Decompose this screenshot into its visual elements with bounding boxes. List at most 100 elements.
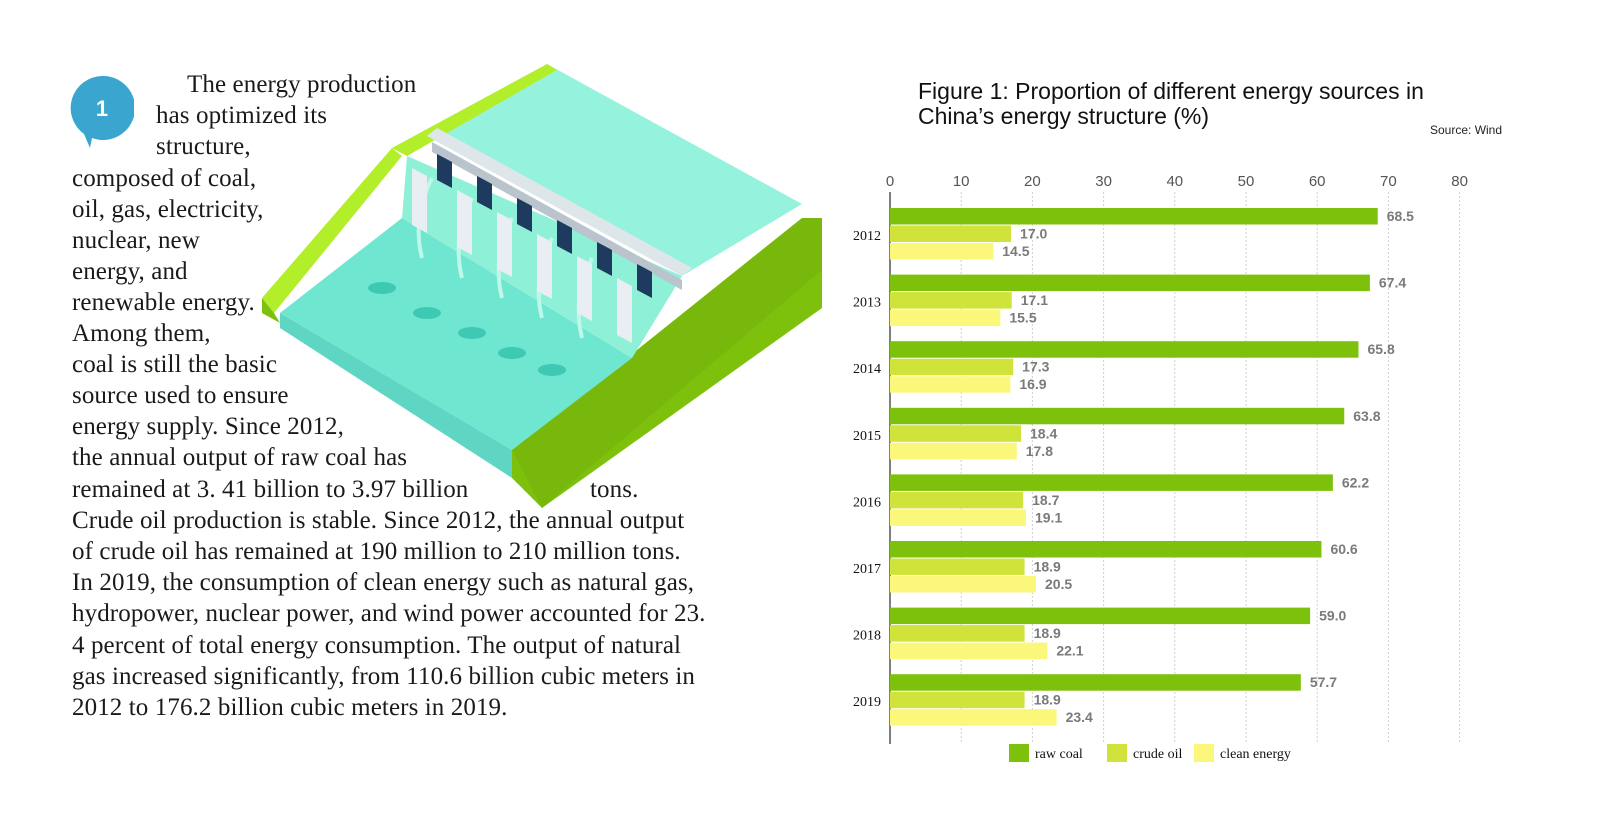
year-label: 2017 (853, 562, 881, 577)
bar-raw-coal (890, 274, 1370, 292)
data-label: 17.3 (1022, 359, 1049, 375)
bar-crude-oil (890, 691, 1025, 709)
x-tick-label: 20 (1024, 173, 1041, 190)
bar-raw-coal (890, 341, 1359, 358)
article-line: Crude oil production is stable. Since 20… (72, 507, 685, 534)
article-line: structure, (156, 133, 251, 160)
x-tick-label: 30 (1095, 173, 1112, 190)
article-line: tons. (590, 476, 639, 503)
bar-crude-oil (890, 292, 1012, 309)
bar-clean-energy (890, 576, 1036, 593)
x-tick-label: 80 (1451, 173, 1468, 190)
x-tick-label: 70 (1380, 173, 1397, 190)
data-label: 67.4 (1379, 275, 1406, 291)
article-line: In 2019, the consumption of clean energy… (72, 569, 695, 596)
article-line: energy supply. Since 2012, (72, 413, 345, 440)
article-line: remained at 3. 41 billion to 3.97 billio… (72, 476, 469, 503)
data-label: 59.0 (1319, 608, 1346, 624)
data-label: 62.2 (1342, 474, 1369, 490)
bar-raw-coal (890, 208, 1378, 225)
data-label: 18.9 (1034, 625, 1061, 641)
year-label: 2016 (853, 495, 881, 510)
data-label: 63.8 (1353, 408, 1380, 424)
x-tick-label: 50 (1238, 173, 1255, 190)
data-label: 16.9 (1019, 376, 1046, 392)
year-label: 2012 (853, 229, 881, 244)
bar-raw-coal (890, 607, 1311, 625)
article-line: 4 percent of total energy consumption. T… (72, 632, 682, 659)
bar-clean-energy (890, 442, 1017, 460)
bar-clean-energy (890, 709, 1057, 726)
x-tick-label: 60 (1309, 173, 1326, 190)
year-label: 2013 (853, 296, 881, 311)
section-number-badge: 1 (70, 76, 134, 148)
legend: raw coal crude oil clean energy (1009, 744, 1291, 762)
bar-clean-energy (890, 509, 1026, 526)
data-label: 57.7 (1310, 674, 1337, 690)
data-label: 19.1 (1035, 509, 1062, 525)
article-line: oil, gas, electricity, (72, 196, 264, 223)
article-line: gas increased significantly, from 110.6 … (72, 663, 696, 690)
article-line: composed of coal, (72, 165, 257, 192)
bars: 68.5 17.014.5 67.4 17.1 15.5 65.8 17.316.9 63.8… (890, 208, 1414, 726)
data-label: 20.5 (1045, 576, 1072, 592)
article-line: renewable energy. (72, 289, 255, 316)
data-label: 17.8 (1026, 443, 1053, 459)
x-tick-label: 10 (953, 173, 970, 190)
bar-clean-energy (890, 243, 994, 260)
data-label: 17.0 (1020, 226, 1047, 242)
bar-clean-energy (890, 309, 1001, 327)
article-line: 2012 to 176.2 billion cubic meters in 20… (72, 694, 508, 721)
bar-clean-energy (890, 642, 1048, 660)
data-label: 23.4 (1066, 709, 1093, 725)
chart-title: Figure 1: Proportion of different energy… (918, 78, 1424, 129)
year-label: 2014 (853, 362, 881, 377)
year-label: 2018 (853, 629, 881, 644)
article-line: The energy production (187, 71, 417, 98)
article-line: coal is still the basic (72, 351, 278, 378)
bar-crude-oil (890, 425, 1022, 442)
badge-number: 1 (96, 96, 108, 121)
article-line: nuclear, new (72, 227, 200, 254)
speech-bubble-icon (70, 76, 134, 148)
bar-raw-coal (890, 674, 1301, 691)
x-axis-ticks: 0 10 20 30 40 50 60 70 80 (886, 173, 1468, 190)
data-label: 14.5 (1002, 243, 1029, 259)
bar-crude-oil (890, 491, 1024, 509)
data-label: 65.8 (1367, 341, 1394, 357)
bar-clean-energy (890, 376, 1011, 393)
bar-crude-oil (890, 225, 1012, 242)
legend-label: clean energy (1220, 747, 1291, 762)
energy-structure-bar-chart: 0 10 20 30 40 50 60 70 80 68.5 17.014.5 67.4 17.1 15… (853, 173, 1468, 762)
article-line: hydropower, nuclear power, and wind powe… (72, 600, 706, 627)
data-label: 15.5 (1009, 310, 1036, 326)
bar-raw-coal (890, 407, 1345, 425)
article-line: of crude oil has remained at 190 million… (72, 538, 681, 565)
data-label: 18.7 (1032, 492, 1059, 508)
bar-raw-coal (890, 541, 1322, 558)
data-label: 18.9 (1034, 692, 1061, 708)
x-tick-label: 40 (1166, 173, 1183, 190)
bar-raw-coal (890, 474, 1333, 491)
data-label: 22.1 (1056, 643, 1083, 659)
hydropower-dam-illustration (262, 58, 832, 508)
data-label: 18.9 (1034, 559, 1061, 575)
data-label: 68.5 (1387, 208, 1414, 224)
year-label: 2015 (853, 429, 881, 444)
legend-label: raw coal (1035, 747, 1083, 762)
legend-swatch-crude-oil (1107, 744, 1127, 762)
bar-crude-oil (890, 625, 1025, 642)
data-label: 18.4 (1030, 425, 1057, 441)
article-line: has optimized its (156, 102, 328, 129)
data-label: 17.1 (1021, 292, 1048, 308)
data-label: 60.6 (1330, 541, 1357, 557)
article-line: Among them, (72, 320, 211, 347)
article-line: the annual output of raw coal has (72, 444, 408, 471)
legend-swatch-clean-energy (1194, 744, 1214, 762)
bar-crude-oil (890, 358, 1014, 376)
x-tick-label: 0 (886, 173, 894, 190)
legend-label: crude oil (1133, 747, 1182, 762)
y-axis-categories: 2012 2013 2014 2015 2016 2017 2018 2019 (853, 229, 881, 710)
legend-swatch-raw-coal (1009, 744, 1029, 762)
bar-crude-oil (890, 558, 1025, 575)
